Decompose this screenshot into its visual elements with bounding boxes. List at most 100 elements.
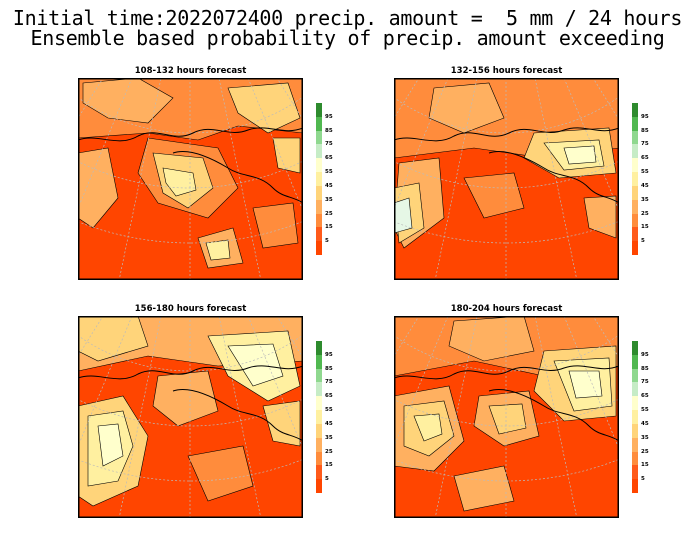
panel-title: 132-156 hours forecast <box>450 66 563 76</box>
colorbar-segment <box>316 158 322 173</box>
colorbar-segment <box>316 423 322 439</box>
colorbar-label: 15 <box>325 462 333 469</box>
probability-region <box>187 445 254 502</box>
colorbar-segment <box>632 465 638 480</box>
colorbar-segment <box>632 341 638 356</box>
probability-region <box>152 370 219 427</box>
colorbar-segment <box>316 437 322 453</box>
colorbar-segment <box>632 451 638 466</box>
colorbar-segment <box>316 199 322 215</box>
colorbar-label: 75 <box>641 141 649 148</box>
probability-map <box>78 316 303 518</box>
coastline <box>488 389 619 442</box>
probability-map <box>78 78 303 280</box>
colorbar-segment <box>316 172 322 187</box>
probability-map <box>394 316 619 518</box>
colorbar-segment <box>316 185 322 201</box>
colorbar-label: 45 <box>641 182 649 189</box>
colorbar-segment <box>632 158 638 173</box>
probability-map <box>394 78 619 280</box>
colorbar-label: 5 <box>325 476 329 483</box>
map-frame <box>394 78 619 280</box>
colorbar-segment <box>316 368 322 383</box>
colorbar-segment <box>632 382 638 397</box>
panel-title: 180-204 hours forecast <box>450 304 563 314</box>
main-title-line-2: Ensemble based probability of precip. am… <box>30 26 665 50</box>
colorbar-segment <box>316 103 322 118</box>
colorbar-segment <box>632 172 638 187</box>
colorbar-segment <box>632 410 638 425</box>
map-canvas <box>394 78 619 280</box>
colorbar-label: 85 <box>325 127 333 134</box>
colorbar-segment <box>316 451 322 466</box>
colorbar-segment <box>632 185 638 201</box>
main-title-line-1: Initial time:2022072400 precip. amount =… <box>12 6 683 30</box>
coastline <box>172 389 303 442</box>
longitude-line <box>434 316 478 518</box>
forecast-panel-156-180: 156-180 hours forecast 95 85 75 65 55 45 35 25 1… <box>78 304 388 534</box>
colorbar-segment <box>632 241 638 256</box>
colorbar-segment <box>632 103 638 118</box>
probability-region <box>428 82 505 134</box>
longitude-line <box>118 316 162 518</box>
colorbar-segment <box>632 396 638 411</box>
probability-region <box>272 137 301 174</box>
colorbar-label: 5 <box>325 238 329 245</box>
forecast-panel-132-156: 132-156 hours forecast 95 85 75 65 55 45 35 25 1… <box>394 66 695 296</box>
colorbar-label: 85 <box>641 127 649 134</box>
colorbar-label: 15 <box>641 462 649 469</box>
colorbar-segment <box>632 437 638 453</box>
colorbar-segment <box>316 479 322 494</box>
colorbar-label: 95 <box>325 113 333 120</box>
longitude-line <box>218 316 262 518</box>
colorbar-label: 25 <box>325 210 333 217</box>
colorbar-segment <box>632 423 638 439</box>
colorbar-segment <box>316 227 322 242</box>
colorbar-label: 35 <box>641 196 649 203</box>
panel-title: 156-180 hours forecast <box>134 304 247 314</box>
coastline <box>78 365 303 380</box>
probability-region <box>78 316 149 362</box>
probability-region <box>394 197 413 234</box>
colorbar-segment <box>316 396 322 411</box>
colorbar-legend: 95 85 75 65 55 45 35 25 15 5 <box>316 341 342 494</box>
colorbar-label: 55 <box>325 169 333 176</box>
colorbar-label: 85 <box>641 365 649 372</box>
longitude-line <box>534 78 578 280</box>
colorbar-segment <box>632 144 638 159</box>
probability-region <box>453 465 515 512</box>
colorbar-legend: 95 85 75 65 55 45 35 25 15 5 <box>632 341 658 494</box>
colorbar-label: 35 <box>325 434 333 441</box>
colorbar-segment <box>316 410 322 425</box>
colorbar-segment <box>316 130 322 145</box>
colorbar-label: 25 <box>641 210 649 217</box>
colorbar-label: 95 <box>325 351 333 358</box>
colorbar-segment <box>316 341 322 356</box>
colorbar-segment <box>316 116 322 132</box>
probability-region <box>227 82 301 134</box>
colorbar-segment <box>632 213 638 228</box>
probability-region <box>97 423 124 467</box>
map-canvas <box>394 316 619 518</box>
colorbar-legend: 95 85 75 65 55 45 35 25 15 5 <box>632 103 658 256</box>
colorbar-segment <box>316 241 322 256</box>
coastline <box>172 151 303 204</box>
colorbar-label: 5 <box>641 476 645 483</box>
colorbar-label: 95 <box>641 351 649 358</box>
probability-region <box>82 78 174 124</box>
colorbar-legend: 95 85 75 65 55 45 35 25 15 5 <box>316 103 342 256</box>
colorbar-label: 75 <box>325 141 333 148</box>
probability-region <box>463 172 525 219</box>
longitude-line <box>534 316 578 518</box>
colorbar-segment <box>316 465 322 480</box>
colorbar-label: 45 <box>325 182 333 189</box>
longitude-line <box>434 78 478 280</box>
map-canvas <box>78 316 303 518</box>
colorbar-segment <box>632 354 638 370</box>
colorbar-label: 65 <box>641 393 649 400</box>
colorbar-label: 75 <box>325 379 333 386</box>
colorbar-label: 95 <box>641 113 649 120</box>
panel-title: 108-132 hours forecast <box>134 66 247 76</box>
map-frame <box>78 316 303 518</box>
colorbar-label: 55 <box>641 407 649 414</box>
